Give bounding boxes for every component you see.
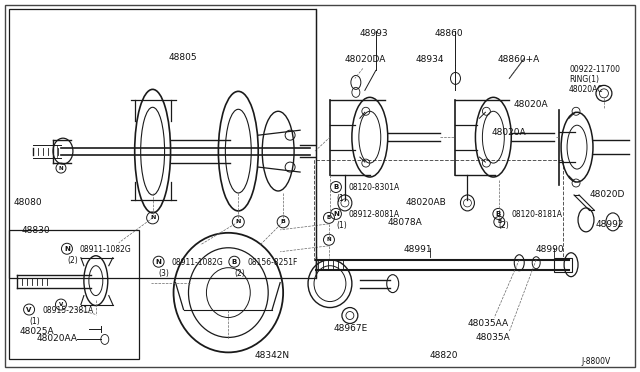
Text: V: V (26, 307, 32, 312)
Text: 48934: 48934 (415, 55, 444, 64)
Text: 48020AC: 48020AC (569, 86, 604, 94)
Text: (1): (1) (336, 194, 347, 203)
Text: 48020DA: 48020DA (345, 55, 387, 64)
Text: (1): (1) (336, 221, 347, 230)
Text: 48860: 48860 (435, 29, 463, 38)
Text: RING(1): RING(1) (569, 76, 599, 84)
Text: 48020A: 48020A (492, 128, 526, 137)
Text: N: N (156, 259, 161, 265)
Text: 48020A: 48020A (513, 100, 548, 109)
Text: 48820: 48820 (429, 352, 458, 360)
Text: 48035AA: 48035AA (467, 320, 509, 328)
Text: 48992: 48992 (596, 220, 625, 229)
Text: 48967E: 48967E (334, 324, 368, 333)
Text: 00922-11700: 00922-11700 (569, 65, 620, 74)
Text: V: V (59, 302, 63, 307)
Text: 48830: 48830 (21, 226, 50, 235)
Text: J-8800V: J-8800V (581, 357, 611, 366)
Text: N: N (333, 211, 339, 217)
Text: 08915-2381A: 08915-2381A (42, 305, 93, 315)
Text: 48342N: 48342N (254, 352, 289, 360)
Text: B: B (496, 211, 501, 217)
Text: N: N (326, 237, 332, 242)
Text: (1): (1) (29, 317, 40, 326)
Bar (9, 230, 139, 359)
Text: 08156-8251F: 08156-8251F (247, 258, 298, 267)
Text: B: B (281, 219, 285, 224)
Text: 48020AA: 48020AA (36, 334, 77, 343)
Text: 48080: 48080 (13, 198, 42, 207)
Text: 48993: 48993 (360, 29, 388, 38)
Text: 08120-8301A: 08120-8301A (349, 183, 400, 192)
Text: B: B (327, 215, 331, 220)
Text: 48990: 48990 (535, 245, 564, 254)
Bar (554, 258, 572, 272)
Bar (9, 9, 316, 278)
Text: B: B (497, 219, 502, 224)
Text: 48991: 48991 (404, 245, 432, 254)
Text: 48860+A: 48860+A (497, 55, 540, 64)
Text: 48020D: 48020D (590, 190, 625, 199)
Text: B: B (333, 184, 339, 190)
Text: 48025A: 48025A (19, 327, 54, 336)
Text: N: N (59, 166, 63, 171)
Text: 48020AB: 48020AB (406, 198, 447, 207)
Text: 08911-1082G: 08911-1082G (80, 245, 132, 254)
Text: 48805: 48805 (168, 52, 197, 61)
Text: 08912-8081A: 08912-8081A (349, 210, 400, 219)
Text: (2): (2) (234, 269, 245, 278)
Text: B: B (232, 259, 237, 265)
Text: (2): (2) (499, 221, 509, 230)
Text: N: N (64, 246, 70, 252)
Text: 48078A: 48078A (388, 218, 422, 227)
Text: (2): (2) (67, 256, 77, 265)
Text: 08120-8181A: 08120-8181A (511, 210, 563, 219)
Text: N: N (150, 215, 156, 220)
Bar (314, 160, 563, 260)
Text: N: N (236, 219, 241, 224)
Text: 08911-1082G: 08911-1082G (172, 258, 223, 267)
Text: (3): (3) (159, 269, 170, 278)
Text: 48035A: 48035A (476, 333, 510, 343)
